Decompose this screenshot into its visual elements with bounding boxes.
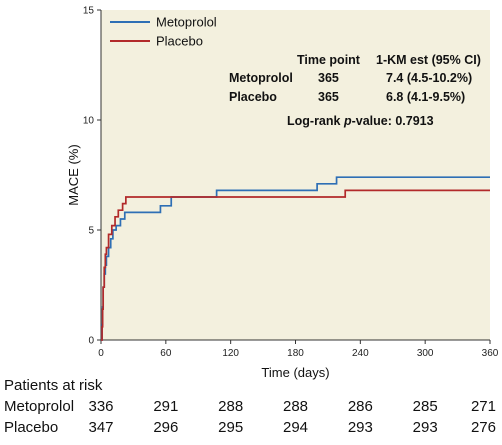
stats-row-group: Placebo (229, 90, 277, 104)
risk-count: 291 (153, 398, 178, 415)
x-tick-label: 180 (287, 348, 304, 359)
logrank-value: -value: 0.7913 (352, 114, 434, 128)
stats-row-estimate: 6.8 (4.1-9.5%) (386, 90, 465, 104)
risk-table-title: Patients at risk (4, 377, 103, 394)
risk-count: 347 (88, 419, 113, 436)
risk-count: 294 (283, 419, 308, 436)
stats-row-group: Metoprolol (229, 71, 293, 85)
risk-count: 293 (413, 419, 438, 436)
risk-count: 276 (471, 419, 496, 436)
risk-count: 296 (153, 419, 178, 436)
stats-row-time-point: 365 (318, 90, 339, 104)
x-tick-label: 60 (160, 348, 172, 359)
x-tick-label: 300 (417, 348, 434, 359)
x-tick-label: 240 (352, 348, 369, 359)
legend-label-metoprolol: Metoprolol (156, 15, 217, 30)
risk-count: 336 (88, 398, 113, 415)
stats-row-estimate: 7.4 (4.5-10.2%) (386, 71, 472, 85)
stats-header-km-estimate: 1-KM est (95% CI) (376, 53, 481, 67)
risk-count: 293 (348, 419, 373, 436)
logrank-p-symbol: p (343, 114, 352, 128)
legend-label-placebo: Placebo (156, 34, 203, 49)
logrank-annotation: Log-rank p-value: 0.7913 (287, 114, 434, 128)
plot-area (101, 10, 490, 340)
risk-count: 295 (218, 419, 243, 436)
risk-row-label: Metoprolol (4, 398, 74, 415)
risk-row-label: Placebo (4, 419, 58, 436)
risk-count: 285 (413, 398, 438, 415)
risk-count: 286 (348, 398, 373, 415)
risk-count: 271 (471, 398, 496, 415)
y-tick-label: 15 (83, 6, 95, 17)
series-line-placebo (101, 189, 490, 341)
risk-count: 288 (283, 398, 308, 415)
y-axis-title: MACE (%) (66, 144, 81, 205)
y-tick-label: 10 (83, 116, 95, 127)
x-tick-label: 0 (98, 348, 104, 359)
x-tick-label: 120 (222, 348, 239, 359)
x-axis-title: Time (days) (261, 365, 329, 380)
x-tick-label: 360 (482, 348, 499, 359)
stats-header-time-point: Time point (297, 53, 361, 67)
y-tick-label: 0 (88, 336, 94, 347)
y-tick-label: 5 (88, 226, 94, 237)
risk-count: 288 (218, 398, 243, 415)
stats-row-time-point: 365 (318, 71, 339, 85)
logrank-prefix: Log-rank (287, 114, 344, 128)
